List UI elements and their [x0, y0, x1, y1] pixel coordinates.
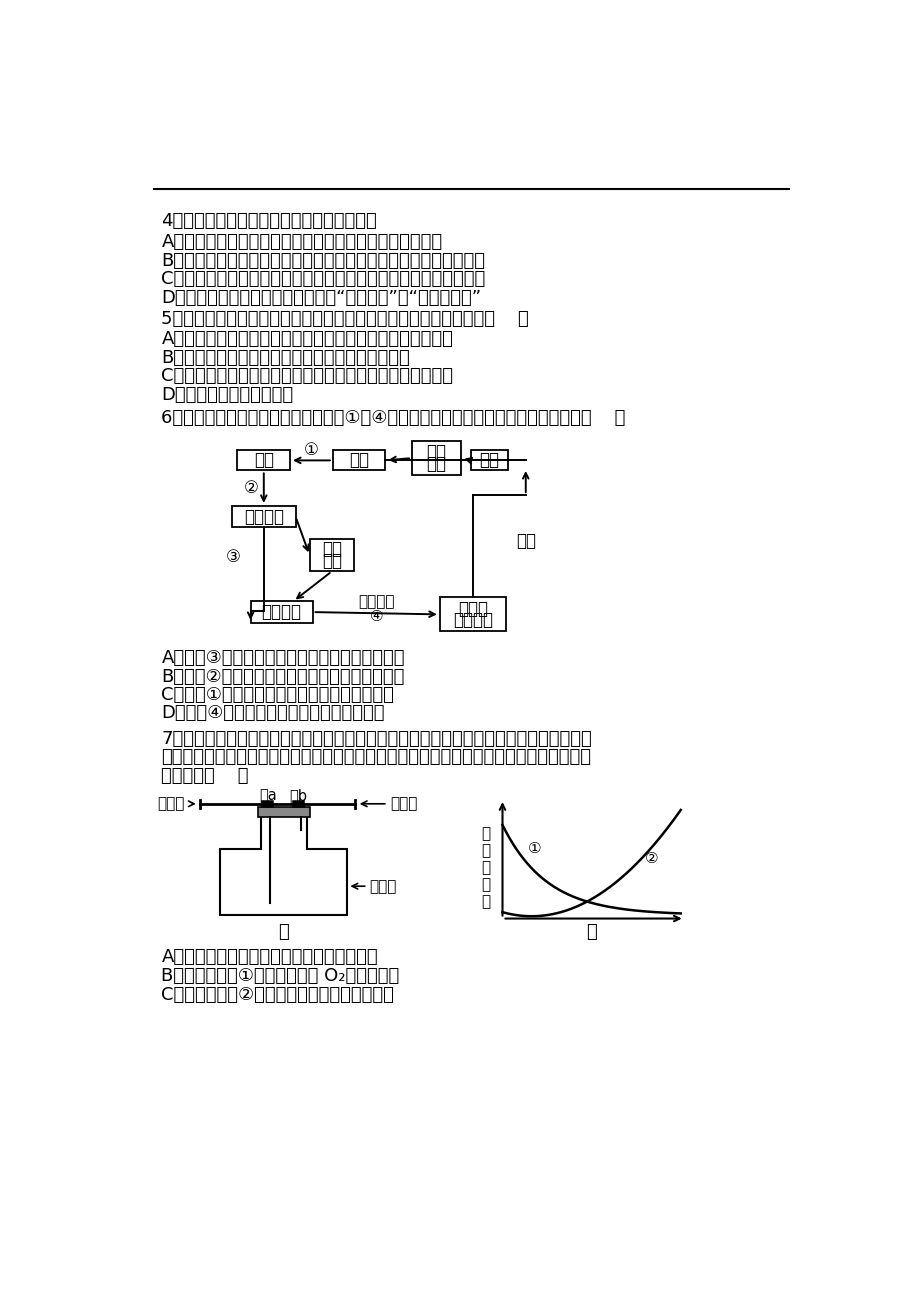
- Text: 检查: 检查: [426, 454, 446, 473]
- Polygon shape: [221, 872, 346, 914]
- Text: C．图乙中曲线②表示装置甲中酒精浓度的变化: C．图乙中曲线②表示装置甲中酒精浓度的变化: [162, 987, 394, 1004]
- Text: 4．下列有关胚胎工程的说法，正确的是（）: 4．下列有关胚胎工程的说法，正确的是（）: [162, 212, 377, 229]
- Text: ②: ②: [244, 479, 258, 497]
- Text: 检查培养: 检查培养: [357, 594, 394, 609]
- Text: 7．葡萄酒是葡萄果汁经酵母菌发酵而成的，图甲为酥制葡萄酒的实验装置，在其他条件相: 7．葡萄酒是葡萄果汁经酵母菌发酵而成的，图甲为酥制葡萄酒的实验装置，在其他条件相: [162, 730, 592, 747]
- Text: 正确的是（    ）: 正确的是（ ）: [162, 767, 249, 785]
- Text: 受体: 受体: [348, 452, 369, 470]
- Text: ③: ③: [225, 548, 240, 565]
- Text: 物: 物: [481, 827, 490, 841]
- Text: B．图乙中曲线①表示装置甲中 O₂浓度的变化: B．图乙中曲线①表示装置甲中 O₂浓度的变化: [162, 967, 400, 986]
- Text: 卵母细胞: 卵母细胞: [244, 508, 283, 526]
- Text: 含: 含: [481, 878, 490, 892]
- Text: 的胚胎: 的胚胎: [458, 600, 487, 617]
- Text: C．若某二倍体植物同时进行这两项技术，结果都能得到纯种: C．若某二倍体植物同时进行这两项技术，结果都能得到纯种: [162, 367, 453, 385]
- Text: ④: ④: [369, 609, 382, 624]
- Text: 5．下列关于菊花组织培养技术与月季花药培养技术的叙述错误的是（    ）: 5．下列关于菊花组织培养技术与月季花药培养技术的叙述错误的是（ ）: [162, 310, 528, 328]
- Text: D．防止多精入卵受精的两道屏障是“顶体反应”和“透明带反应”: D．防止多精入卵受精的两道屏障是“顶体反应”和“透明带反应”: [162, 289, 482, 307]
- Text: 分娩: 分娩: [426, 443, 446, 461]
- Text: D．过程④的主要目的是选择适合移植的胚胎: D．过程④的主要目的是选择适合移植的胚胎: [162, 704, 384, 723]
- Text: 同且适宜的情况下，测得一段时间内装置中相关物质含量的变化如曲线乙所示，下列叙述不: 同且适宜的情况下，测得一段时间内装置中相关物质含量的变化如曲线乙所示，下列叙述不: [162, 749, 591, 767]
- Text: B．花药培养的选材很重要，需选择适宜时期的花蕃: B．花药培养的选材很重要，需选择适宜时期的花蕃: [162, 349, 410, 367]
- Text: C．胚胎在囊胚阶段开始分化，在桑椰胚和囊胚阶段可以移植或分割: C．胚胎在囊胚阶段开始分化，在桑椰胚和囊胚阶段可以移植或分割: [162, 271, 485, 288]
- Text: 核牛: 核牛: [479, 452, 499, 470]
- Bar: [293, 801, 304, 807]
- Text: ①: ①: [303, 440, 319, 458]
- Text: D．前者是后者操作的基础: D．前者是后者操作的基础: [162, 385, 293, 404]
- Bar: [250, 602, 312, 622]
- Text: 体外: 体外: [322, 552, 342, 570]
- Text: 量: 量: [481, 894, 490, 909]
- Text: 阀a: 阀a: [258, 789, 277, 803]
- Text: 符合要求: 符合要求: [452, 611, 493, 629]
- Bar: [412, 441, 461, 475]
- Text: 乙: 乙: [585, 923, 596, 941]
- Text: A．过程③主要涉及人工授精和从卵巢中冲取胚胎: A．过程③主要涉及人工授精和从卵巢中冲取胚胎: [162, 648, 404, 667]
- Text: 葡萄汁: 葡萄汁: [369, 879, 396, 893]
- Polygon shape: [220, 812, 347, 915]
- Text: ①: ①: [528, 841, 541, 855]
- Text: 供体: 供体: [254, 452, 274, 470]
- Polygon shape: [257, 807, 310, 816]
- Bar: [333, 450, 385, 470]
- Text: 6．下图表示牛胚胎移植的流程，其中①～④表示相应的操作过程。相关叙述错误的是（    ）: 6．下图表示牛胚胎移植的流程，其中①～④表示相应的操作过程。相关叙述错误的是（ …: [162, 409, 625, 427]
- Text: 早期胚胎: 早期胚胎: [261, 603, 301, 621]
- Text: 受精: 受精: [322, 540, 342, 559]
- Text: 甲: 甲: [278, 923, 289, 941]
- Text: 通气管: 通气管: [157, 797, 185, 811]
- Text: B．过程②注射促性腺激素，达到超数排卵的目的: B．过程②注射促性腺激素，达到超数排卵的目的: [162, 668, 404, 686]
- Bar: [471, 450, 507, 470]
- Text: C．过程①注射相关激素，使供、受体同期发情: C．过程①注射相关激素，使供、受体同期发情: [162, 686, 394, 704]
- Text: A．为避免杂菌污染，葡萄汁需高压蝎汽灭菌: A．为避免杂菌污染，葡萄汁需高压蝎汽灭菌: [162, 948, 378, 966]
- Text: ②: ②: [643, 852, 657, 866]
- Text: A．排卵是指卵泡从卵巢中排出，而不是卵子从卵泡中排出: A．排卵是指卵泡从卵巢中排出，而不是卵子从卵泡中排出: [162, 233, 442, 251]
- Bar: [232, 505, 295, 527]
- Text: 移植: 移植: [516, 533, 535, 551]
- Text: 阀b: 阀b: [289, 789, 307, 803]
- Text: B．受精过程完成的标志是在透明带和卵细胞膜之间观察到两个极体: B．受精过程完成的标志是在透明带和卵细胞膜之间观察到两个极体: [162, 251, 485, 270]
- Text: A．两者的培养基配制方法、无菌技术及接种操作等基本相同: A．两者的培养基配制方法、无菌技术及接种操作等基本相同: [162, 331, 453, 348]
- Text: 通气管: 通气管: [390, 797, 417, 811]
- Text: 的: 的: [481, 861, 490, 875]
- Bar: [439, 598, 505, 631]
- Text: 质: 质: [481, 844, 490, 858]
- Bar: [309, 539, 354, 572]
- Bar: [237, 450, 289, 470]
- Bar: [262, 801, 273, 807]
